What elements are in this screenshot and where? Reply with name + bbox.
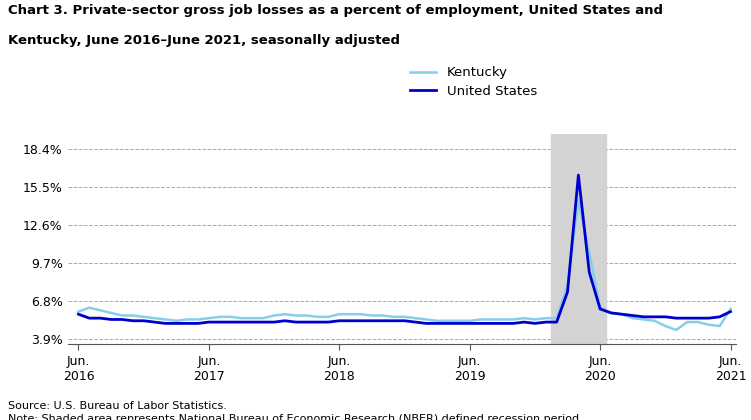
Legend: Kentucky, United States: Kentucky, United States: [405, 61, 542, 103]
Text: Kentucky, June 2016–June 2021, seasonally adjusted: Kentucky, June 2016–June 2021, seasonall…: [8, 34, 400, 47]
Text: Source: U.S. Bureau of Labor Statistics.: Source: U.S. Bureau of Labor Statistics.: [8, 401, 226, 411]
Text: Chart 3. Private-sector gross job losses as a percent of employment, United Stat: Chart 3. Private-sector gross job losses…: [8, 4, 662, 17]
Text: Note: Shaded area represents National Bureau of Economic Research (NBER) defined: Note: Shaded area represents National Bu…: [8, 414, 582, 420]
Bar: [551, 134, 605, 344]
